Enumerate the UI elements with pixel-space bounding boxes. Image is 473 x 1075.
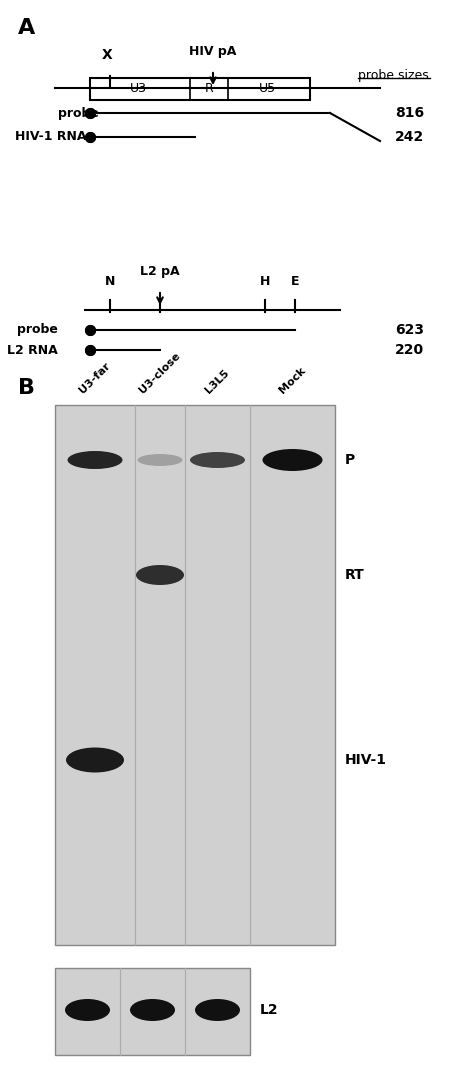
Text: E: E bbox=[291, 275, 299, 288]
Text: H: H bbox=[260, 275, 270, 288]
Text: L2: L2 bbox=[260, 1003, 279, 1017]
Text: probe: probe bbox=[17, 324, 58, 336]
Bar bbox=[55, 968, 250, 1055]
Text: L3L5: L3L5 bbox=[203, 368, 231, 395]
Text: U3: U3 bbox=[130, 83, 147, 96]
Ellipse shape bbox=[68, 452, 123, 469]
Text: 623: 623 bbox=[395, 322, 424, 336]
Text: P: P bbox=[345, 453, 355, 467]
Text: 816: 816 bbox=[395, 106, 424, 120]
Ellipse shape bbox=[136, 565, 184, 585]
Text: L2 pA: L2 pA bbox=[140, 266, 180, 278]
Text: A: A bbox=[18, 18, 35, 38]
Text: probe sizes: probe sizes bbox=[358, 69, 429, 82]
Text: U3-close: U3-close bbox=[138, 350, 183, 395]
Text: X: X bbox=[102, 48, 113, 62]
Text: R: R bbox=[205, 83, 213, 96]
Text: HIV pA: HIV pA bbox=[189, 45, 236, 58]
Text: U3-far: U3-far bbox=[78, 360, 113, 395]
Text: probe: probe bbox=[58, 106, 99, 119]
Text: N: N bbox=[105, 275, 115, 288]
Ellipse shape bbox=[66, 747, 124, 773]
Text: HIV-1: HIV-1 bbox=[345, 752, 387, 766]
Ellipse shape bbox=[130, 999, 175, 1021]
Text: L2 RNA: L2 RNA bbox=[7, 344, 58, 357]
Bar bbox=[90, 78, 310, 100]
Ellipse shape bbox=[138, 454, 183, 465]
Ellipse shape bbox=[263, 449, 323, 471]
Ellipse shape bbox=[190, 452, 245, 468]
Bar bbox=[55, 405, 335, 945]
Text: U5: U5 bbox=[258, 83, 276, 96]
Text: RT: RT bbox=[345, 568, 365, 582]
Text: HIV-1 RNA: HIV-1 RNA bbox=[15, 130, 87, 143]
Text: Mock: Mock bbox=[278, 364, 307, 395]
Ellipse shape bbox=[195, 999, 240, 1021]
Text: 220: 220 bbox=[395, 343, 424, 357]
Text: 242: 242 bbox=[395, 130, 424, 144]
Text: B: B bbox=[18, 378, 35, 398]
Ellipse shape bbox=[65, 999, 110, 1021]
